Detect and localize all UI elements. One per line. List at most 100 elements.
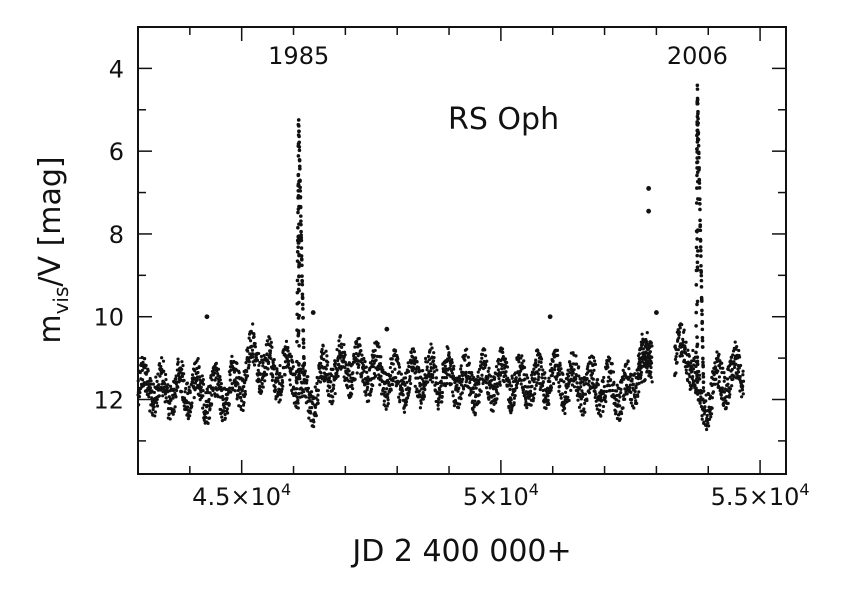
data-point bbox=[526, 385, 531, 389]
data-point bbox=[714, 377, 718, 381]
data-point bbox=[264, 372, 269, 377]
data-point bbox=[601, 404, 606, 409]
data-point bbox=[489, 374, 493, 378]
data-point bbox=[172, 387, 176, 391]
data-point bbox=[701, 397, 705, 401]
data-point bbox=[238, 391, 242, 396]
outburst-point bbox=[298, 166, 302, 171]
data-point bbox=[362, 369, 366, 373]
data-point bbox=[428, 348, 432, 352]
data-point bbox=[388, 373, 393, 378]
data-point bbox=[448, 366, 452, 371]
data-point bbox=[288, 383, 293, 387]
data-point bbox=[579, 385, 583, 389]
data-point bbox=[456, 406, 461, 410]
data-point bbox=[570, 383, 575, 387]
data-point bbox=[581, 380, 585, 384]
data-point bbox=[707, 417, 712, 421]
data-point bbox=[246, 349, 250, 353]
data-point bbox=[436, 407, 440, 411]
data-point bbox=[561, 372, 565, 376]
data-point bbox=[544, 406, 548, 410]
data-point bbox=[174, 388, 179, 393]
data-point bbox=[702, 420, 706, 424]
data-point bbox=[452, 403, 457, 408]
data-point bbox=[523, 403, 527, 407]
data-point bbox=[495, 385, 499, 389]
data-point bbox=[450, 390, 455, 394]
outburst-point bbox=[695, 237, 699, 241]
data-point bbox=[497, 362, 501, 366]
data-point bbox=[269, 356, 273, 361]
data-point bbox=[559, 367, 563, 371]
data-point bbox=[259, 354, 263, 359]
data-point bbox=[432, 351, 436, 355]
data-point bbox=[162, 369, 166, 373]
data-point bbox=[676, 348, 680, 352]
data-point bbox=[452, 367, 456, 371]
data-point bbox=[617, 399, 621, 403]
data-point bbox=[257, 363, 261, 367]
data-point bbox=[347, 369, 351, 373]
data-point bbox=[333, 364, 337, 368]
data-point bbox=[353, 377, 357, 381]
data-point bbox=[440, 394, 444, 399]
data-point bbox=[449, 363, 453, 368]
data-point bbox=[440, 400, 444, 404]
data-point bbox=[619, 390, 623, 395]
data-point bbox=[372, 354, 377, 358]
data-point bbox=[397, 380, 401, 384]
data-point bbox=[539, 357, 544, 361]
data-point bbox=[288, 352, 292, 356]
data-point bbox=[332, 383, 336, 388]
data-point bbox=[286, 349, 290, 353]
data-point bbox=[540, 376, 544, 380]
data-point bbox=[623, 397, 627, 401]
data-point bbox=[136, 379, 140, 383]
outburst-point bbox=[296, 195, 301, 199]
data-point bbox=[532, 367, 536, 371]
data-point bbox=[157, 394, 161, 398]
data-point bbox=[477, 393, 481, 397]
data-point bbox=[677, 333, 681, 337]
data-point bbox=[585, 376, 589, 381]
outburst-point bbox=[696, 143, 701, 148]
data-point bbox=[611, 388, 615, 393]
outburst-point bbox=[296, 210, 300, 215]
outburst-point bbox=[695, 128, 700, 133]
data-point bbox=[163, 372, 168, 377]
data-point bbox=[425, 360, 430, 364]
x-tick-label-mantissa: 5.5×10 bbox=[711, 483, 800, 511]
data-point bbox=[171, 412, 175, 416]
data-point bbox=[243, 392, 248, 396]
data-point bbox=[738, 389, 742, 393]
data-point bbox=[211, 386, 215, 390]
data-point bbox=[268, 337, 272, 341]
data-point bbox=[431, 376, 435, 380]
data-point bbox=[518, 369, 523, 373]
data-point bbox=[473, 411, 477, 415]
data-point bbox=[732, 360, 736, 364]
data-point bbox=[678, 326, 682, 330]
outburst-point bbox=[697, 186, 702, 190]
data-point bbox=[186, 391, 190, 396]
data-point bbox=[457, 386, 461, 390]
data-point bbox=[607, 375, 611, 379]
plot-frame bbox=[137, 26, 787, 475]
data-point bbox=[539, 365, 543, 369]
data-point bbox=[164, 396, 168, 400]
data-point bbox=[230, 382, 234, 386]
data-point bbox=[633, 395, 637, 399]
data-point bbox=[225, 411, 230, 415]
data-point bbox=[293, 391, 298, 395]
outburst-point bbox=[297, 134, 301, 139]
data-point bbox=[201, 378, 205, 382]
data-point bbox=[413, 362, 417, 366]
data-point bbox=[376, 341, 380, 346]
data-point bbox=[419, 401, 423, 405]
data-point bbox=[412, 366, 416, 370]
data-point bbox=[537, 368, 541, 372]
data-point bbox=[149, 382, 153, 386]
data-point bbox=[288, 378, 292, 382]
data-point bbox=[414, 356, 418, 360]
